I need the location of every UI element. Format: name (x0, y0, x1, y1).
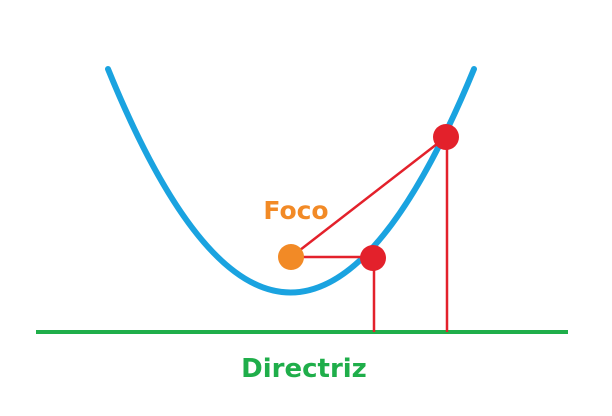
focus-point (278, 244, 304, 270)
directrix-label: Directriz (241, 354, 367, 384)
focus-to-far-point-segment (290, 136, 447, 258)
focus-label: Foco (263, 196, 328, 225)
curve-point-near (360, 245, 386, 271)
curve-point-far (433, 124, 459, 150)
parabola-curve (105, 66, 477, 296)
